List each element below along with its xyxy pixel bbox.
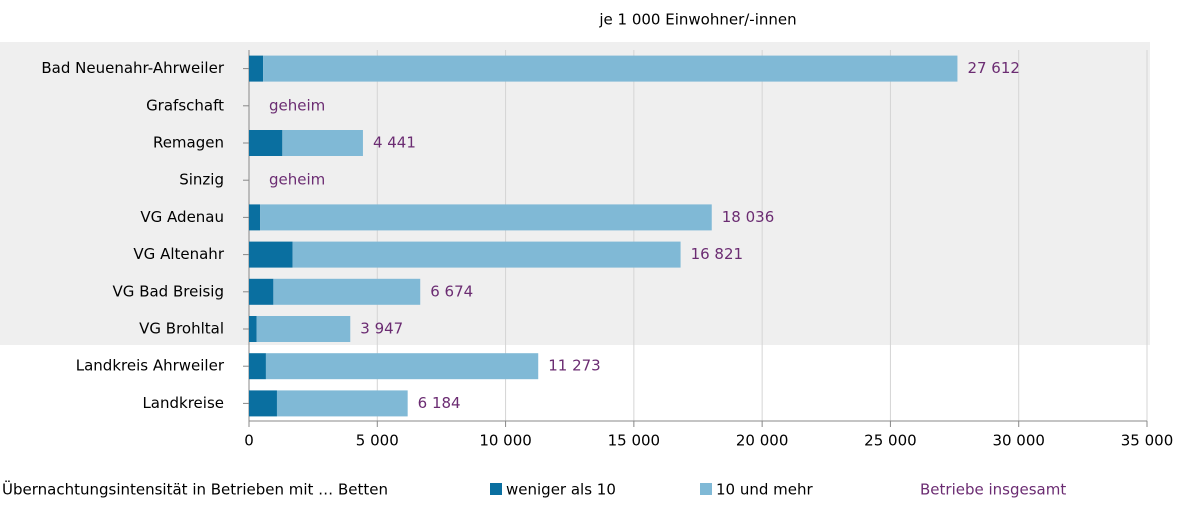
- bar: [249, 390, 277, 417]
- bar: [249, 353, 266, 380]
- x-tick-label: 0: [244, 432, 254, 450]
- value-label: 6 184: [418, 394, 461, 412]
- bar: [249, 316, 257, 342]
- legend-label: weniger als 10: [506, 481, 616, 499]
- bar: [292, 241, 681, 268]
- legend-caption: Übernachtungsintensität in Betrieben mit…: [2, 480, 388, 499]
- x-tick-label: 20 000: [736, 432, 789, 450]
- y-tick-label: VG Altenahr: [133, 245, 224, 263]
- bar: [249, 278, 274, 305]
- bar: [249, 204, 261, 231]
- x-tick-label: 25 000: [864, 432, 917, 450]
- value-label: 18 036: [722, 208, 775, 226]
- chart-title: je 1 000 Einwohner/-innen: [598, 11, 796, 29]
- y-tick-label: Landkreis Ahrweiler: [76, 357, 225, 375]
- value-label: 27 612: [967, 59, 1020, 77]
- background: [0, 42, 1150, 345]
- value-label: geheim: [269, 96, 325, 114]
- y-tick-label: Bad Neuenahr-Ahrweiler: [41, 59, 224, 77]
- legend-label: 10 und mehr: [716, 481, 814, 499]
- bar: [249, 55, 264, 82]
- x-tick-label: 35 000: [1121, 432, 1174, 450]
- y-tick-label: VG Brohltal: [139, 320, 224, 338]
- x-tick-label: 10 000: [479, 432, 532, 450]
- value-label: 6 674: [430, 282, 473, 300]
- y-tick-label: Grafschaft: [146, 96, 224, 114]
- bar: [273, 278, 421, 305]
- legend-swatch: [700, 483, 712, 495]
- value-label: 3 947: [360, 320, 403, 338]
- bar: [249, 130, 283, 156]
- bar: [263, 55, 958, 82]
- bar: [265, 353, 539, 380]
- y-tick-label: Sinzig: [179, 171, 224, 189]
- value-label: geheim: [269, 171, 325, 189]
- x-tick-label: 5 000: [356, 432, 399, 450]
- legend-swatch: [490, 483, 502, 495]
- y-tick-label: Remagen: [153, 134, 224, 152]
- value-label: 4 441: [373, 134, 416, 152]
- bar: [256, 316, 351, 342]
- x-tick-label: 30 000: [992, 432, 1045, 450]
- y-tick-label: VG Adenau: [140, 208, 224, 226]
- value-label: 11 273: [548, 357, 601, 375]
- y-tick-label: Landkreise: [142, 394, 224, 412]
- x-tick-label: 15 000: [608, 432, 661, 450]
- value-label: 16 821: [691, 245, 744, 263]
- y-tick-label: VG Bad Breisig: [113, 282, 224, 300]
- bar: [276, 390, 408, 417]
- bar: [249, 241, 293, 268]
- legend-label: Betriebe insgesamt: [920, 481, 1066, 499]
- bar: [260, 204, 712, 231]
- bar: [282, 130, 363, 156]
